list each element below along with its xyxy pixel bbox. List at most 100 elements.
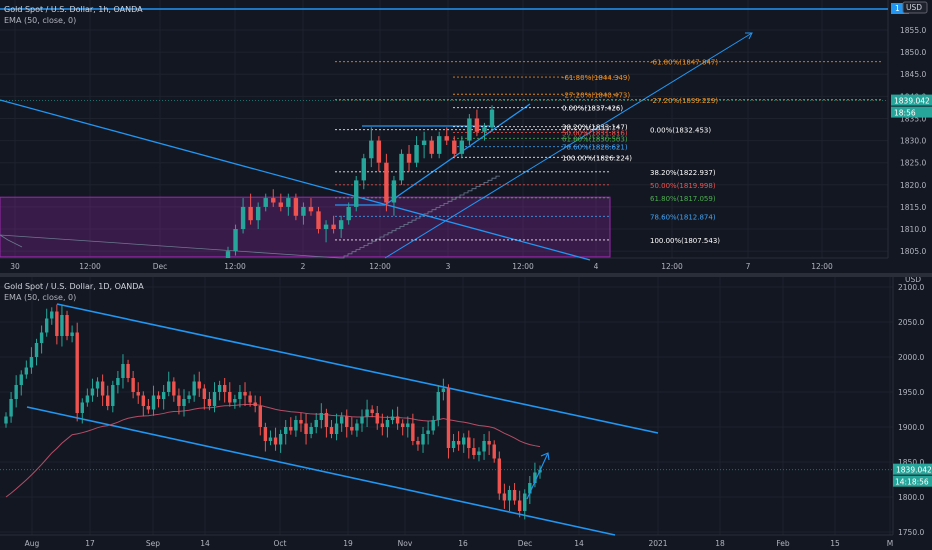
candle-body — [70, 332, 74, 336]
projection-line — [526, 452, 549, 500]
candle-body — [192, 381, 196, 396]
ascending-projection-line — [384, 32, 753, 259]
candle-body — [258, 406, 262, 427]
x-tick-label: 30 — [10, 262, 20, 271]
hourly-ema-label: EMA (50, close, 0) — [4, 16, 77, 25]
y-tick-label: 1850.0 — [898, 458, 924, 467]
candle-body — [222, 385, 227, 392]
top-line-tag-text: 1 — [895, 4, 900, 13]
candle-body — [462, 437, 466, 445]
candle-body — [225, 251, 231, 258]
candle-body — [75, 332, 79, 413]
x-tick-label: 16 — [458, 539, 468, 548]
candle-body — [106, 395, 110, 406]
fib-level-label: 38.20%(1833.147) — [562, 124, 628, 132]
candle-body — [334, 423, 339, 434]
y-tick-label: 1835.0 — [900, 114, 926, 123]
channel-lower-line — [26, 406, 616, 536]
candle-body — [304, 423, 308, 434]
daily-ema-label: EMA (50, close, 0) — [4, 293, 77, 302]
x-tick-label: Sep — [146, 539, 160, 548]
candle-body — [14, 385, 18, 399]
price-tag-text: 1839.042 — [894, 97, 930, 106]
x-tick-label: 7 — [746, 262, 751, 271]
candle-body — [273, 437, 278, 445]
x-tick-label: 12:00 — [369, 262, 391, 271]
candle-body — [528, 483, 532, 494]
candle-body — [50, 311, 54, 319]
candle-body — [9, 399, 13, 417]
candle-body — [217, 385, 222, 392]
x-tick-label: Dec — [153, 262, 168, 271]
candle-body — [331, 224, 336, 230]
x-tick-label: 12:00 — [811, 262, 833, 271]
pane-divider[interactable] — [0, 273, 932, 277]
hourly-chart-canvas[interactable]: 1805.0 1810.0 1815.0 1820.0 1825.0 1830.0 1835… — [0, 0, 932, 273]
y-tick-label: 1800.0 — [898, 493, 924, 502]
projection-arrow — [745, 32, 753, 40]
candle-body — [456, 441, 461, 445]
candle-body — [472, 448, 476, 455]
x-tick-label: 2 — [301, 262, 306, 271]
y-tick-label: 1805.0 — [900, 247, 926, 256]
candle-body — [19, 374, 23, 385]
candle-body — [29, 357, 34, 368]
x-tick-label: 3 — [446, 262, 451, 271]
candle-body — [431, 420, 435, 431]
hourly-chart-pane[interactable]: 1805.0 1810.0 1815.0 1820.0 1825.0 1830.0 1835… — [0, 0, 932, 273]
candle-body — [161, 392, 166, 399]
candle-body — [437, 136, 442, 154]
y-tick-label: 1810.0 — [900, 225, 926, 234]
candle-body — [416, 441, 420, 445]
candle-body — [376, 140, 382, 163]
candle-body — [502, 493, 507, 501]
candle-body — [429, 140, 434, 154]
candle-body — [263, 427, 268, 441]
y-tick-label: 2050.0 — [898, 318, 924, 327]
candle-body — [452, 140, 457, 154]
candle-body — [308, 206, 314, 212]
candle-body — [482, 127, 487, 132]
candle-body — [400, 423, 405, 427]
candle-body — [507, 490, 512, 501]
candle-body — [136, 392, 140, 396]
candle-body — [146, 406, 151, 410]
x-tick-label: 12:00 — [661, 262, 683, 271]
fib-level-label: 100.00%(1826.224) — [562, 154, 632, 162]
candle-body — [436, 392, 440, 420]
candle-body — [369, 140, 374, 159]
candle-body — [156, 395, 161, 399]
x-tick-label: 4 — [594, 262, 599, 271]
daily-chart-canvas[interactable]: 1750.0 1800.0 1850.0 1900.0 1950.0 2000.0 2050… — [0, 277, 932, 550]
hourly-chart-title: Gold Spot / U.S. Dollar, 1h, OANDA — [4, 5, 143, 14]
candle-body — [384, 162, 389, 203]
timer-tag-bg — [893, 475, 932, 487]
candle-body — [278, 202, 283, 207]
candle-body — [182, 399, 186, 406]
y-tick-label: 2000.0 — [898, 353, 924, 362]
candle-body — [167, 381, 171, 392]
candle-body — [365, 409, 369, 417]
candle-body — [268, 437, 273, 441]
y-tick-label: 1815.0 — [900, 203, 926, 212]
candle-body — [212, 392, 217, 406]
daily-chart-pane[interactable]: 1750.0 1800.0 1850.0 1900.0 1950.0 2000.0 2050… — [0, 277, 932, 550]
x-tick-label: 14 — [574, 539, 584, 548]
y-tick-label: 1830.0 — [900, 137, 926, 146]
candle-body — [497, 458, 502, 494]
candle-body — [60, 315, 64, 336]
candle-body — [411, 423, 415, 441]
fib-level-label: 78.60%(1812.874) — [650, 213, 716, 221]
candle-body — [323, 224, 329, 230]
candle-body — [286, 198, 291, 207]
fib-level-label: 0.00%(1832.453) — [650, 127, 711, 135]
candle-body — [512, 490, 517, 501]
candle-body — [34, 343, 39, 357]
candle-body — [345, 416, 349, 427]
candle-body — [111, 385, 115, 406]
candle-body — [444, 136, 449, 141]
candle-body — [4, 416, 8, 424]
candle-body — [151, 395, 156, 410]
candle-body — [207, 399, 212, 406]
candle-body — [385, 420, 390, 427]
